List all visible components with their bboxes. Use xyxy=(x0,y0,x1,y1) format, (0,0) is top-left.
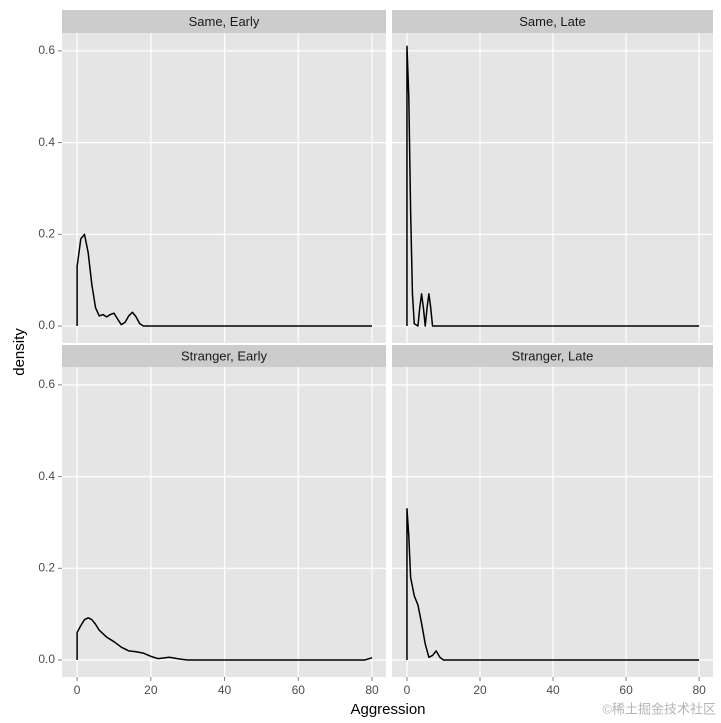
density-line xyxy=(76,233,372,327)
strip xyxy=(392,10,713,33)
y-tick-label: 0.6 xyxy=(38,43,55,57)
x-tick-label: 80 xyxy=(365,683,379,697)
x-tick-label: 20 xyxy=(144,683,158,697)
x-tick-label: 40 xyxy=(218,683,232,697)
x-axis-title: Aggression xyxy=(350,701,425,718)
x-tick-label: 0 xyxy=(404,683,411,697)
x-tick-label: 40 xyxy=(546,683,560,697)
y-tick-label: 0.4 xyxy=(38,469,55,483)
x-tick-label: 60 xyxy=(292,683,306,697)
x-tick-label: 20 xyxy=(473,683,487,697)
strip-label: Same, Early xyxy=(189,14,260,29)
density-line xyxy=(406,507,700,661)
y-tick-label: 0.0 xyxy=(38,318,55,332)
x-tick-label: 0 xyxy=(74,683,81,697)
y-tick-label: 0.4 xyxy=(38,135,55,149)
y-tick-label: 0.0 xyxy=(38,652,55,666)
watermark: ©稀土掘金技术社区 xyxy=(602,701,716,716)
strip-label: Stranger, Early xyxy=(181,348,267,363)
strip-label: Same, Late xyxy=(519,14,586,29)
y-tick-label: 0.2 xyxy=(38,226,55,240)
strip-label: Stranger, Late xyxy=(512,348,594,363)
x-tick-label: 60 xyxy=(619,683,633,697)
strip xyxy=(62,10,386,33)
strip xyxy=(62,345,386,367)
y-axis-title: density xyxy=(11,328,28,376)
density-line xyxy=(406,45,700,327)
strip xyxy=(392,345,713,367)
y-tick-label: 0.2 xyxy=(38,560,55,574)
density-line xyxy=(76,617,373,661)
y-tick-label: 0.6 xyxy=(38,377,55,391)
x-tick-label: 80 xyxy=(692,683,706,697)
